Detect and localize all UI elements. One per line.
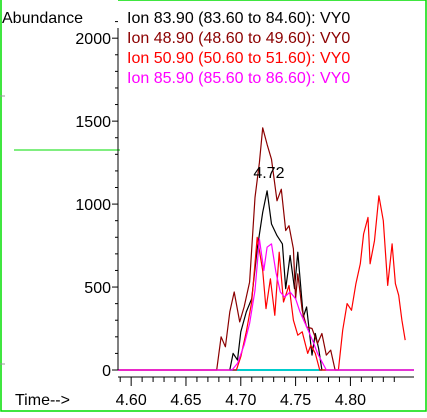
x-tick-label: 4.80 xyxy=(335,392,366,409)
x-tick-label: 4.70 xyxy=(225,392,256,409)
legend-entry-1: Ion 83.90 (83.60 to 84.60): VY0 xyxy=(127,10,350,27)
x-tick-label: 4.75 xyxy=(280,392,311,409)
y-axis-title: Abundance xyxy=(2,10,83,27)
x-axis-title: Time--> xyxy=(15,392,70,409)
y-tick-label: 2000 xyxy=(75,31,111,48)
x-tick-label: 4.60 xyxy=(116,392,147,409)
peak-annotation: 4.72 xyxy=(253,165,284,182)
legend-entry-4: Ion 85.90 (85.60 to 86.60): VY0 xyxy=(127,70,350,87)
legend-entry-3: Ion 50.90 (50.60 to 51.60): VY0 xyxy=(127,50,350,67)
y-tick-label: 1500 xyxy=(75,114,111,131)
x-tick-label: 4.65 xyxy=(170,392,201,409)
y-tick-label: 0 xyxy=(102,363,111,380)
legend-entry-2: Ion 48.90 (48.60 to 49.60): VY0 xyxy=(127,30,350,47)
y-tick-label: 500 xyxy=(84,280,111,297)
y-tick-label: 1000 xyxy=(75,197,111,214)
series-line-1 xyxy=(118,191,414,370)
